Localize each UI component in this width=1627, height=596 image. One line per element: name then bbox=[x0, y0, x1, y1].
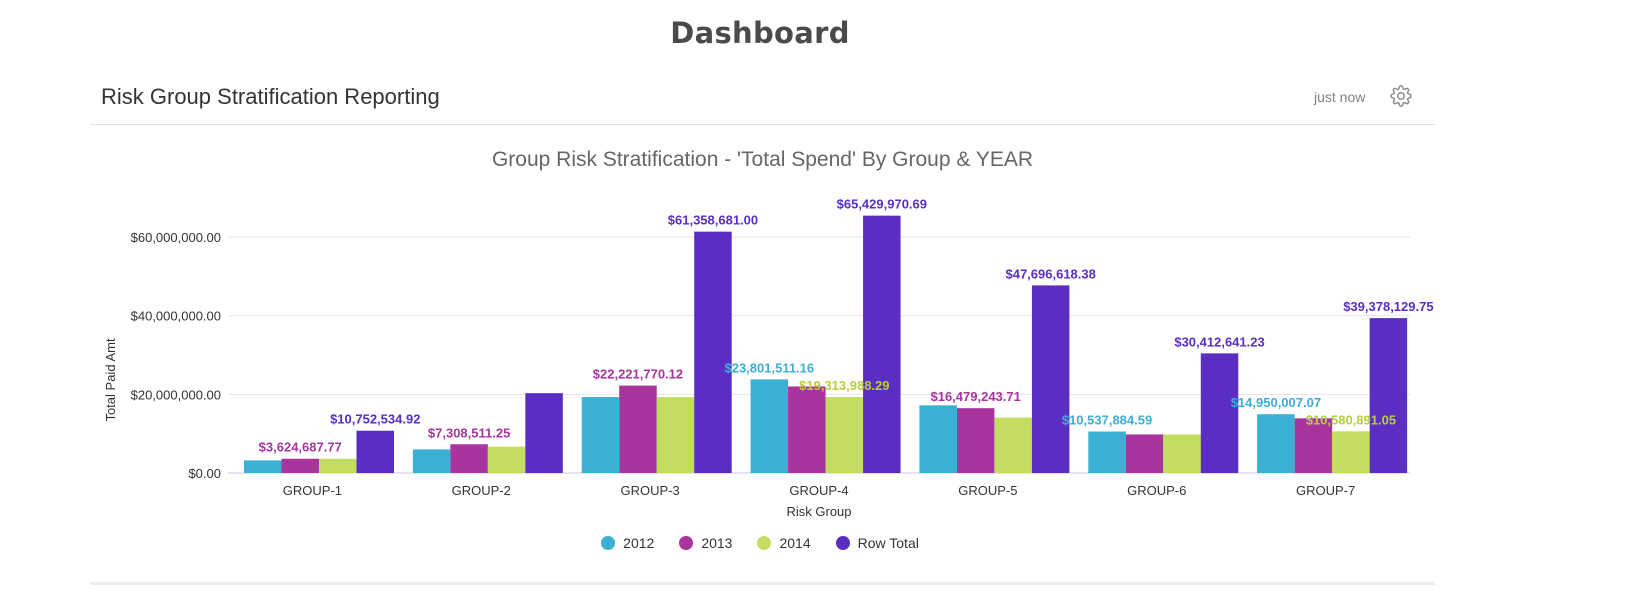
x-tick-label: GROUP-6 bbox=[1127, 483, 1186, 498]
bar bbox=[281, 458, 319, 473]
y-axis-label: Total Paid Amt bbox=[103, 338, 118, 421]
panel-header: Risk Group Stratification Reporting just… bbox=[90, 68, 1435, 125]
bar bbox=[694, 231, 732, 473]
bar bbox=[244, 460, 282, 473]
data-label: $19,313,988.29 bbox=[799, 378, 889, 393]
legend-swatch bbox=[757, 536, 772, 550]
bar bbox=[656, 397, 695, 473]
bar bbox=[956, 408, 995, 473]
chart-panel-body bbox=[90, 130, 1435, 585]
bar bbox=[1332, 431, 1370, 473]
x-tick-label: GROUP-1 bbox=[283, 483, 342, 498]
y-tick-label: $40,000,000.00 bbox=[131, 309, 221, 324]
bar bbox=[1163, 434, 1201, 473]
bar bbox=[1088, 431, 1126, 473]
bar bbox=[863, 215, 901, 473]
bar bbox=[487, 446, 526, 473]
chart-legend: 2012 2013 2014 Row Total bbox=[0, 535, 1520, 551]
data-label: $7,308,511.25 bbox=[428, 425, 510, 440]
x-tick-label: GROUP-3 bbox=[621, 483, 680, 498]
bar bbox=[994, 417, 1032, 473]
data-label: $14,950,007.07 bbox=[1231, 395, 1321, 410]
legend-swatch bbox=[601, 536, 616, 550]
data-label: $22,221,770.12 bbox=[593, 367, 683, 382]
bar bbox=[1031, 285, 1070, 473]
data-label: $65,429,970.69 bbox=[837, 197, 927, 212]
bar bbox=[525, 393, 563, 473]
last-updated-timestamp: just now bbox=[1314, 89, 1366, 105]
data-label: $3,624,687.77 bbox=[259, 440, 342, 455]
bar bbox=[319, 458, 357, 473]
bar bbox=[1125, 434, 1164, 473]
page-title: Dashboard bbox=[670, 16, 850, 50]
x-tick-label: GROUP-4 bbox=[789, 483, 848, 498]
data-label: $23,801,511.16 bbox=[724, 360, 814, 375]
data-label: $39,378,129.75 bbox=[1343, 299, 1433, 314]
legend-label: 2014 bbox=[779, 535, 811, 551]
bar bbox=[1257, 414, 1295, 473]
bar bbox=[750, 379, 789, 473]
legend-label: Row Total bbox=[857, 535, 919, 551]
chart-title: Group Risk Stratification - 'Total Spend… bbox=[491, 148, 1034, 171]
bar bbox=[788, 386, 826, 473]
data-label: $61,358,681.00 bbox=[668, 213, 758, 228]
data-label: $10,580,891.05 bbox=[1306, 412, 1396, 427]
data-label: $47,696,618.38 bbox=[1005, 266, 1095, 281]
legend-item[interactable]: Row Total bbox=[835, 535, 919, 551]
bar bbox=[1369, 318, 1408, 473]
data-label: $10,752,534.92 bbox=[330, 412, 420, 427]
x-axis-label: Risk Group bbox=[786, 504, 851, 519]
y-tick-label: $60,000,000.00 bbox=[131, 230, 221, 245]
x-tick-label: GROUP-7 bbox=[1296, 483, 1355, 498]
y-tick-label: $0.00 bbox=[188, 466, 221, 481]
x-tick-label: GROUP-5 bbox=[958, 483, 1017, 498]
legend-item[interactable]: 2013 bbox=[679, 535, 732, 551]
bar bbox=[919, 405, 957, 473]
bar bbox=[450, 444, 488, 473]
gear-icon[interactable] bbox=[1390, 85, 1412, 107]
bar bbox=[1294, 418, 1333, 473]
bar bbox=[412, 449, 451, 473]
bar bbox=[1200, 353, 1239, 473]
data-label: $30,412,641.23 bbox=[1174, 334, 1264, 349]
data-label: $16,479,243.71 bbox=[930, 389, 1020, 404]
bar bbox=[581, 397, 620, 473]
bar bbox=[825, 397, 864, 473]
legend-label: 2012 bbox=[623, 535, 655, 551]
legend-swatch bbox=[835, 536, 850, 550]
bar bbox=[356, 430, 394, 473]
data-label: $10,537,884.59 bbox=[1062, 413, 1152, 428]
y-tick-label: $20,000,000.00 bbox=[131, 387, 221, 402]
legend-item[interactable]: 2012 bbox=[601, 535, 654, 551]
panel-title: Risk Group Stratification Reporting bbox=[101, 84, 440, 109]
bar bbox=[619, 385, 657, 473]
legend-item[interactable]: 2014 bbox=[757, 535, 811, 551]
x-tick-label: GROUP-2 bbox=[452, 483, 511, 498]
legend-label: 2013 bbox=[701, 535, 733, 551]
legend-swatch bbox=[679, 536, 694, 550]
dashboard-panel: Risk Group Stratification Reporting just… bbox=[90, 68, 1435, 585]
